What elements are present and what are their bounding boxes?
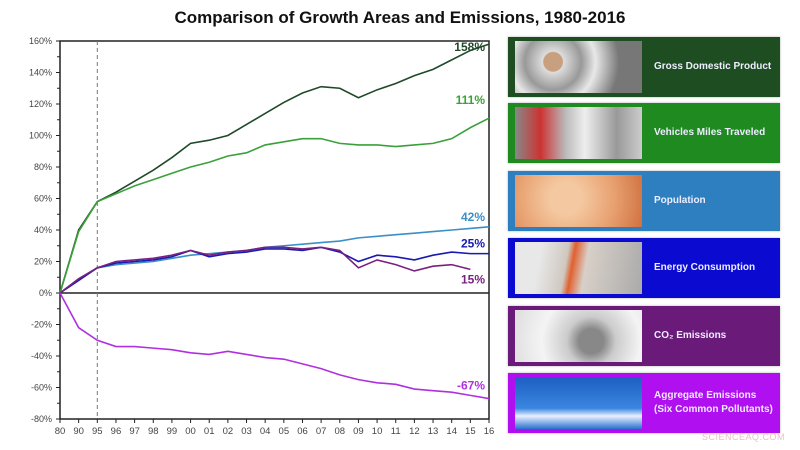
x-tick-label: 14 bbox=[446, 426, 457, 437]
series-end-label: 42% bbox=[461, 210, 485, 224]
chart-title: Comparison of Growth Areas and Emissions… bbox=[174, 8, 626, 27]
x-tick-label: 03 bbox=[241, 426, 252, 437]
traffic-image bbox=[515, 107, 642, 159]
x-tick-label: 97 bbox=[129, 426, 140, 437]
y-tick-label: -20% bbox=[31, 320, 52, 330]
x-tick-label: 95 bbox=[92, 426, 103, 437]
x-tick-label: 15 bbox=[465, 426, 476, 437]
y-tick-label: -80% bbox=[31, 414, 52, 424]
legend-item: Energy Consumption bbox=[508, 238, 780, 298]
series-end-label: -67% bbox=[457, 379, 485, 393]
legend-label: Aggregate Emissions (Six Common Pollutan… bbox=[654, 390, 773, 415]
x-tick-label: 00 bbox=[185, 426, 196, 437]
y-tick-label: -40% bbox=[31, 351, 52, 361]
series-line-2 bbox=[59, 226, 490, 294]
x-tick-label: 11 bbox=[391, 426, 401, 437]
y-tick-label: 40% bbox=[34, 225, 52, 235]
legend-label: Population bbox=[654, 195, 706, 206]
y-tick-label: 100% bbox=[29, 131, 52, 141]
x-tick-label: 08 bbox=[334, 426, 345, 437]
x-tick-label: 13 bbox=[428, 426, 439, 437]
y-tick-label: 0% bbox=[39, 288, 52, 298]
legend-item: CO₂ Emissions bbox=[508, 306, 780, 366]
x-tick-label: 09 bbox=[353, 426, 364, 437]
x-tick-label: 80 bbox=[55, 426, 66, 437]
baby-image bbox=[515, 175, 642, 227]
x-tick-label: 02 bbox=[223, 426, 234, 437]
series-line-3 bbox=[59, 246, 489, 294]
x-tick-label: 98 bbox=[148, 426, 159, 437]
y-tick-label: 160% bbox=[29, 36, 52, 46]
legend-item: Vehicles Miles Traveled bbox=[508, 103, 780, 163]
x-tick-label: 01 bbox=[204, 426, 215, 437]
y-tick-label: 80% bbox=[34, 162, 52, 172]
series-line-1 bbox=[59, 117, 490, 294]
x-tick-label: 10 bbox=[372, 426, 383, 437]
legend-item: Population bbox=[508, 171, 780, 231]
plot-frame bbox=[59, 40, 490, 420]
legend-label: CO₂ Emissions bbox=[654, 330, 727, 341]
x-tick-label: 16 bbox=[484, 426, 495, 437]
series-end-label: 111% bbox=[456, 93, 486, 107]
legend-item: Aggregate Emissions (Six Common Pollutan… bbox=[508, 373, 780, 433]
legend-label: Energy Consumption bbox=[654, 262, 756, 273]
plug-image bbox=[515, 242, 642, 294]
y-tick-label: -60% bbox=[31, 383, 52, 393]
x-tick-label: 07 bbox=[316, 426, 327, 437]
watermark: SCIENCEAQ.COM bbox=[702, 432, 786, 442]
x-tick-label: 90 bbox=[73, 426, 84, 437]
legend-item: Gross Domestic Product bbox=[508, 37, 780, 97]
series-line-0 bbox=[59, 43, 490, 294]
y-tick-label: 140% bbox=[29, 68, 52, 78]
legend-label: Gross Domestic Product bbox=[654, 61, 772, 72]
x-tick-label: 04 bbox=[260, 426, 271, 437]
x-tick-label: 12 bbox=[409, 426, 420, 437]
series-end-label: 15% bbox=[461, 272, 485, 286]
y-tick-label: 20% bbox=[34, 257, 52, 267]
exhaust-image bbox=[515, 310, 642, 362]
smokestacks-image bbox=[515, 377, 642, 429]
series-end-label: 158% bbox=[454, 40, 485, 54]
y-tick-label: 60% bbox=[34, 194, 52, 204]
line-chart: 160% 140% 120% 100% 80% 60% 40% 20% 0% -20% -40% -6… bbox=[29, 36, 495, 437]
x-tick-label: 05 bbox=[279, 426, 290, 437]
series-line-5 bbox=[59, 292, 490, 400]
y-tick-label: 120% bbox=[29, 99, 52, 109]
legend-label: Vehicles Miles Traveled bbox=[654, 127, 766, 138]
coins-image bbox=[515, 41, 642, 93]
x-tick-label: 96 bbox=[111, 426, 122, 437]
x-tick-label: 99 bbox=[167, 426, 178, 437]
series-line-4 bbox=[59, 246, 471, 294]
x-tick-label: 06 bbox=[297, 426, 308, 437]
series-end-label: 25% bbox=[461, 237, 485, 251]
